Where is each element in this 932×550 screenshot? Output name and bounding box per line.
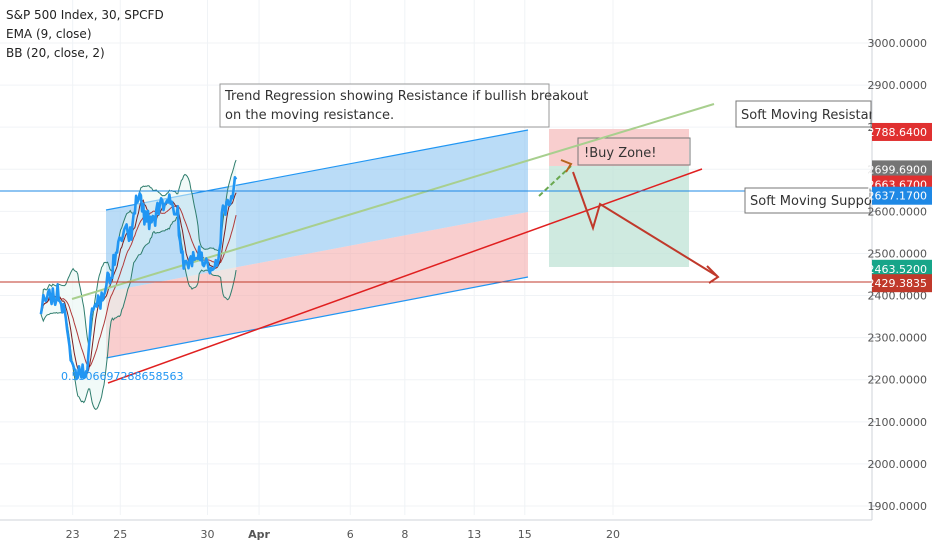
bullish-arrow-head — [560, 159, 573, 173]
y-tick-label: 2100.0000 — [868, 416, 928, 429]
y-tick-label: 2500.0000 — [868, 247, 928, 260]
y-tick-label: 2000.0000 — [868, 458, 928, 471]
y-tick-label: 2600.0000 — [868, 205, 928, 218]
buy-zone-label: !Buy Zone! — [584, 146, 657, 161]
price-label-bg — [872, 259, 932, 278]
x-tick-label: 20 — [606, 528, 620, 541]
trend-note-line1: Trend Regression showing Resistance if b… — [224, 89, 588, 104]
bearish-projection-arrow — [572, 171, 718, 277]
y-tick-label: 3000.0000 — [868, 37, 928, 50]
y-tick-label: 1900.0000 — [868, 500, 928, 513]
x-tick-label: 23 — [66, 528, 80, 541]
y-tick-label: 2300.0000 — [868, 332, 928, 345]
buy-zone-label-box — [577, 137, 691, 166]
bb-lower-line — [40, 216, 237, 410]
soft-moving-resistance-line — [71, 103, 715, 300]
y-tick-label: 2200.0000 — [868, 374, 928, 387]
regression-lower-line — [105, 276, 529, 359]
y-tick-label: 2900.0000 — [868, 79, 928, 92]
price-label: 2429.3835 — [868, 277, 928, 290]
y-tick-label: 2400.0000 — [868, 290, 928, 303]
bearish-arrow-head — [706, 265, 720, 284]
soft-resistance-label: Soft Moving Resistance — [741, 108, 892, 123]
regression-channel-lower — [106, 212, 528, 358]
trend-note-box — [219, 83, 550, 128]
x-tick-label: 25 — [113, 528, 127, 541]
x-tick-label: 30 — [201, 528, 215, 541]
price-label-bg — [872, 274, 932, 293]
price-label: 2788.6400 — [868, 126, 928, 139]
price-line — [39, 176, 238, 381]
x-tick-label: 6 — [347, 528, 354, 541]
x-tick-label: Apr — [248, 528, 270, 541]
x-tick-label: 15 — [518, 528, 532, 541]
legend-bb: BB (20, close, 2) — [6, 46, 105, 60]
price-label: 2637.1700 — [868, 190, 928, 203]
x-tick-label: 8 — [401, 528, 408, 541]
soft-resistance-box — [735, 100, 872, 128]
x-tick-label: 13 — [467, 528, 481, 541]
price-label-bg — [872, 160, 932, 179]
price-label: 2699.6900 — [868, 163, 928, 176]
soft-support-label: Soft Moving Support. — [750, 194, 886, 209]
chart-legend: S&P 500 Index, 30, SPCFD EMA (9, close) … — [6, 6, 164, 63]
price-label-bg — [872, 186, 932, 205]
price-label-bg — [872, 122, 932, 141]
ema-line — [40, 192, 237, 375]
legend-ema: EMA (9, close) — [6, 27, 92, 41]
soft-support-box — [744, 187, 871, 214]
legend-title: S&P 500 Index, 30, SPCFD — [6, 8, 164, 22]
soft-moving-support-line — [107, 168, 703, 384]
trend-note-line2: on the moving resistance. — [225, 108, 394, 123]
price-label: 2463.5200 — [868, 263, 928, 276]
fib-label: 0.5306697288658563 — [61, 370, 183, 383]
